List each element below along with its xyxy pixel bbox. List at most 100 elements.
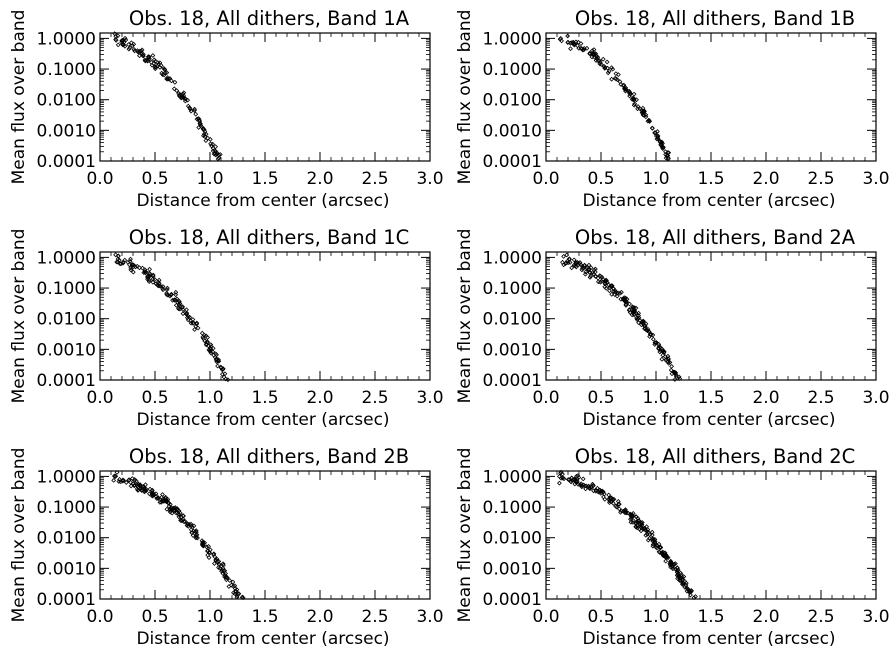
data-point <box>573 263 579 269</box>
data-point <box>156 277 162 283</box>
data-point <box>140 53 146 59</box>
data-point <box>195 116 201 122</box>
data-point <box>151 61 157 67</box>
scatter-points <box>556 469 698 601</box>
data-point <box>216 152 222 158</box>
data-point <box>159 494 165 500</box>
data-point <box>201 131 207 137</box>
data-point <box>173 292 179 298</box>
data-point <box>145 58 151 64</box>
y-tick: 1.0000 <box>483 467 876 487</box>
x-tick-label: 2.5 <box>361 388 388 408</box>
data-point <box>167 501 173 507</box>
data-point <box>151 57 157 63</box>
x-tick: 1.0 <box>642 33 670 189</box>
x-tick-label: 0.5 <box>141 388 168 408</box>
x-tick-label: 1.0 <box>196 169 223 189</box>
chart-title: Obs. 18, All dithers, Band 2B <box>129 445 409 468</box>
data-point <box>616 501 621 507</box>
x-axis-label: Distance from center (arcsec) <box>582 629 835 649</box>
x-tick-label: 1.5 <box>697 169 724 189</box>
x-tick: 0.5 <box>587 252 615 408</box>
y-tick-label: 1.0000 <box>37 29 96 49</box>
data-point <box>232 588 238 594</box>
data-point <box>653 130 659 136</box>
x-tick-label: 0.0 <box>86 388 113 408</box>
data-point <box>213 557 219 563</box>
data-point <box>115 253 121 259</box>
data-point <box>120 259 126 265</box>
data-point <box>677 376 683 382</box>
data-point <box>188 108 194 114</box>
data-point <box>652 130 658 136</box>
chart-panel-2: Obs. 18, All dithers, Band 1B Mean flux o… <box>446 1 892 220</box>
y-tick-label: 0.0010 <box>483 340 542 360</box>
data-point <box>606 68 612 74</box>
data-point <box>609 76 615 82</box>
data-point <box>226 584 232 589</box>
data-point <box>162 497 168 503</box>
y-tick: 0.0100 <box>37 310 430 330</box>
chart-panel-1: Obs. 18, All dithers, Band 1A Mean flux o… <box>0 1 446 220</box>
x-tick-label: 2.0 <box>306 169 333 189</box>
data-point <box>160 287 166 293</box>
data-point <box>188 527 194 533</box>
y-tick-label: 0.0100 <box>37 91 96 111</box>
data-point <box>623 302 629 308</box>
data-point <box>193 532 199 538</box>
data-point <box>693 594 698 599</box>
y-tick: 0.0001 <box>37 371 430 391</box>
y-tick: 0.0001 <box>37 152 430 172</box>
data-point <box>232 583 238 589</box>
data-point <box>643 327 649 333</box>
data-point <box>569 265 575 271</box>
data-point <box>121 477 126 483</box>
data-point <box>234 593 240 599</box>
data-point <box>174 509 180 515</box>
x-tick-label: 2.5 <box>807 169 834 189</box>
x-tick: 3.0 <box>416 252 444 408</box>
data-point <box>574 478 580 484</box>
data-point <box>112 31 118 37</box>
x-tick: 0.5 <box>141 33 169 189</box>
data-point <box>205 135 211 141</box>
data-point <box>635 518 641 524</box>
data-point <box>633 520 639 526</box>
data-point <box>643 321 649 327</box>
data-point <box>198 124 204 130</box>
x-tick-label: 2.0 <box>306 388 333 408</box>
data-point <box>607 495 613 501</box>
data-point <box>200 126 206 132</box>
data-point <box>667 561 673 566</box>
x-tick: 2.0 <box>752 33 780 189</box>
data-point <box>211 552 217 558</box>
data-point <box>141 489 147 495</box>
data-point <box>128 265 134 271</box>
data-point <box>169 505 175 511</box>
data-point <box>568 46 573 52</box>
data-point <box>613 503 619 509</box>
data-point <box>193 323 199 329</box>
x-tick: 1.0 <box>196 252 224 408</box>
data-point <box>211 561 217 566</box>
data-point <box>647 535 652 541</box>
data-point <box>208 346 214 352</box>
data-point <box>583 269 589 275</box>
x-tick-label: 1.0 <box>642 169 669 189</box>
data-point <box>691 595 697 601</box>
data-point <box>618 289 624 295</box>
data-point <box>150 53 156 58</box>
data-point <box>571 257 577 263</box>
data-point <box>621 86 627 92</box>
x-tick-label: 0.5 <box>587 388 614 408</box>
data-point <box>602 280 608 286</box>
y-tick: 0.1000 <box>483 279 876 299</box>
data-point <box>210 349 216 355</box>
scatter-plot: Obs. 18, All dithers, Band 2A Mean flux o… <box>455 226 890 430</box>
y-tick-label: 0.1000 <box>37 279 96 299</box>
data-point <box>631 305 637 311</box>
data-point <box>649 529 655 535</box>
data-point <box>663 558 669 564</box>
data-point <box>657 545 663 551</box>
data-point <box>116 479 122 484</box>
